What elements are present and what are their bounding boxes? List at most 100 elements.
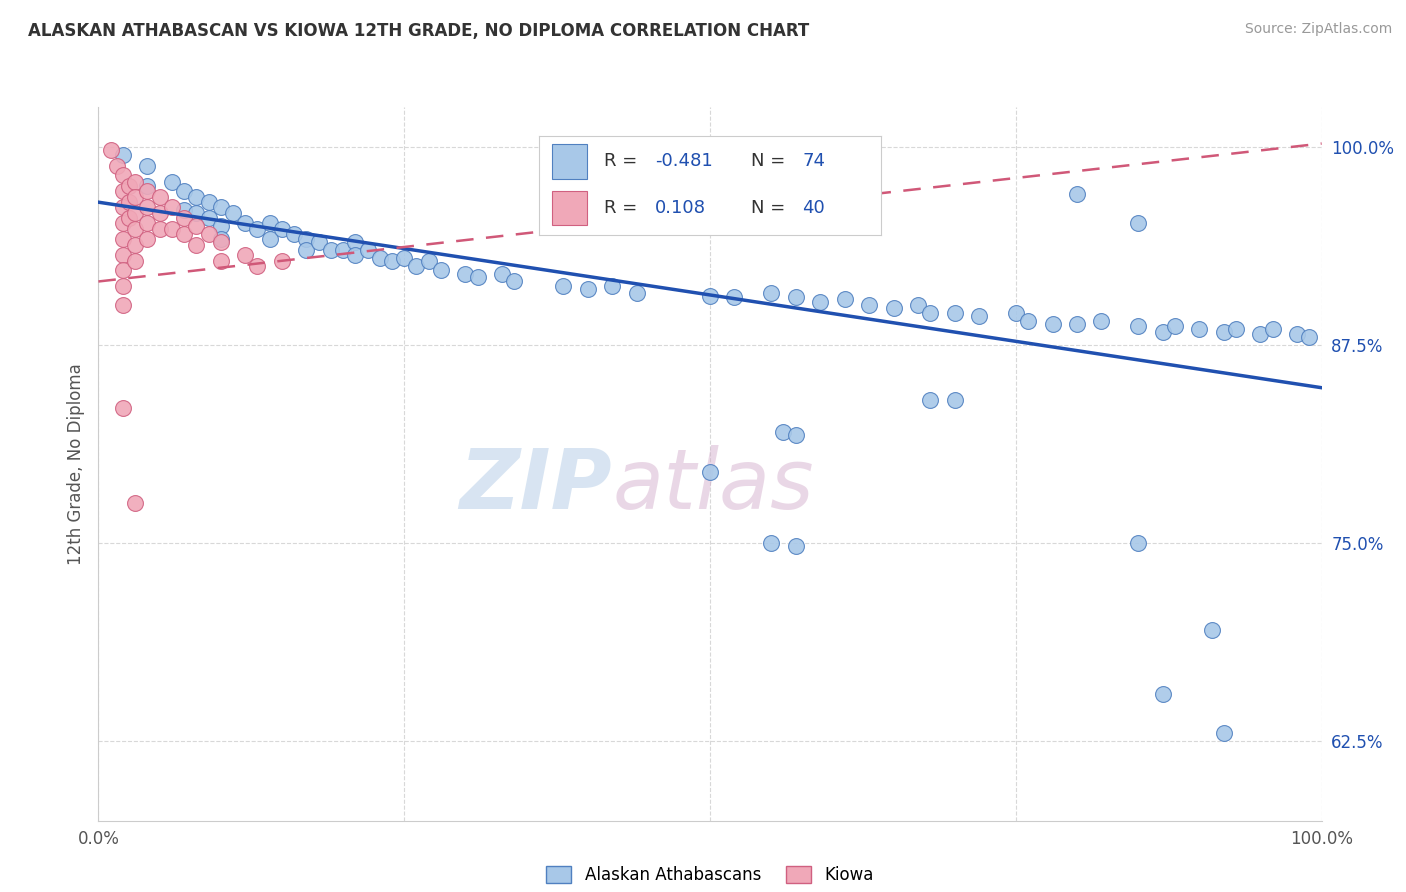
Point (111, 168, 134, 182)
Point (308, 235, 330, 249)
Point (173, 227, 195, 241)
Point (626, 285, 648, 300)
Point (1017, 314, 1039, 328)
Point (124, 175, 146, 189)
Point (1286, 326, 1309, 341)
Point (1090, 314, 1112, 328)
Point (295, 243, 318, 257)
Point (1261, 322, 1284, 336)
Point (808, 295, 831, 310)
Point (1188, 322, 1211, 336)
Text: ALASKAN ATHABASCAN VS KIOWA 12TH GRADE, NO DIPLOMA CORRELATION CHART: ALASKAN ATHABASCAN VS KIOWA 12TH GRADE, … (28, 22, 810, 40)
Point (111, 298, 134, 312)
Point (1249, 326, 1271, 341)
Point (883, 301, 905, 316)
Point (186, 206, 208, 220)
Text: 74: 74 (803, 152, 825, 170)
Text: atlas: atlas (612, 445, 814, 525)
Point (173, 211, 195, 225)
Text: N =: N = (751, 152, 792, 170)
Point (259, 216, 281, 230)
Point (1201, 624, 1223, 638)
Point (111, 200, 134, 214)
Point (209, 200, 232, 214)
Point (136, 200, 159, 214)
Point (1164, 318, 1187, 333)
Text: ZIP: ZIP (460, 445, 612, 525)
Text: -0.481: -0.481 (655, 152, 713, 170)
Point (1212, 726, 1234, 740)
Point (821, 139, 844, 153)
Point (1066, 187, 1088, 202)
Point (1225, 322, 1247, 336)
Point (124, 496, 146, 510)
Bar (553, 191, 586, 226)
Point (332, 243, 354, 257)
Point (1004, 306, 1026, 320)
Point (907, 298, 929, 312)
Point (467, 269, 489, 284)
Point (209, 253, 232, 268)
Text: 40: 40 (803, 199, 825, 217)
Point (136, 184, 159, 198)
Point (1128, 536, 1150, 550)
Point (222, 206, 245, 220)
Point (723, 290, 745, 304)
Point (209, 232, 232, 246)
Y-axis label: 12th Grade, No Diploma: 12th Grade, No Diploma (66, 363, 84, 565)
Point (149, 222, 172, 236)
Point (111, 232, 134, 246)
Point (295, 232, 318, 246)
Point (111, 263, 134, 277)
Point (209, 219, 232, 233)
Point (1042, 318, 1064, 332)
Point (368, 251, 391, 265)
Point (344, 235, 367, 249)
Legend: Alaskan Athabascans, Kiowa: Alaskan Athabascans, Kiowa (540, 859, 880, 891)
Point (344, 247, 367, 261)
Point (111, 247, 134, 261)
Point (160, 175, 183, 189)
Point (553, 279, 575, 293)
Point (943, 306, 966, 320)
Point (392, 251, 416, 265)
Point (1212, 325, 1234, 339)
Point (111, 216, 134, 230)
Text: R =: R = (603, 199, 648, 217)
Point (124, 222, 146, 236)
Text: Source: ZipAtlas.com: Source: ZipAtlas.com (1244, 22, 1392, 37)
Point (319, 243, 342, 257)
Point (454, 267, 477, 281)
Point (761, 285, 783, 300)
Point (699, 289, 721, 303)
Point (772, 425, 794, 439)
Point (1128, 318, 1150, 333)
Point (136, 159, 159, 173)
Point (785, 290, 807, 304)
Point (160, 200, 183, 214)
Point (111, 401, 134, 416)
Point (124, 206, 146, 220)
Point (186, 219, 208, 233)
Text: 0.108: 0.108 (655, 199, 706, 217)
Point (259, 232, 281, 246)
Point (197, 227, 219, 241)
Point (197, 195, 219, 210)
Point (111, 147, 134, 161)
Point (173, 203, 195, 218)
Point (118, 195, 141, 210)
Point (173, 184, 195, 198)
Point (699, 465, 721, 479)
Point (920, 393, 942, 408)
Point (1298, 330, 1320, 344)
Point (1152, 687, 1174, 701)
Point (111, 279, 134, 293)
Point (600, 279, 623, 293)
Point (761, 536, 783, 550)
Point (118, 179, 141, 194)
Point (124, 190, 146, 204)
Point (186, 238, 208, 252)
Point (430, 263, 453, 277)
Point (105, 159, 128, 173)
Point (100, 143, 122, 157)
